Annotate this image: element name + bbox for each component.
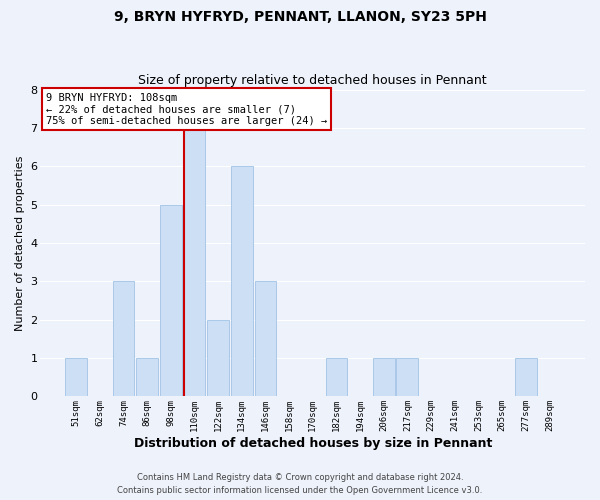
Text: Contains HM Land Registry data © Crown copyright and database right 2024.
Contai: Contains HM Land Registry data © Crown c… — [118, 474, 482, 495]
Bar — [254, 282, 276, 397]
Bar — [65, 358, 87, 397]
Text: 9 BRYN HYFRYD: 108sqm
← 22% of detached houses are smaller (7)
75% of semi-detac: 9 BRYN HYFRYD: 108sqm ← 22% of detached … — [46, 92, 327, 126]
Bar — [184, 128, 205, 396]
Bar — [136, 358, 158, 397]
Bar — [326, 358, 347, 397]
Bar — [207, 320, 229, 396]
Bar — [397, 358, 418, 397]
Bar — [113, 282, 134, 397]
Bar — [515, 358, 536, 397]
Bar — [160, 204, 182, 396]
Bar — [373, 358, 395, 397]
X-axis label: Distribution of detached houses by size in Pennant: Distribution of detached houses by size … — [134, 437, 492, 450]
Title: Size of property relative to detached houses in Pennant: Size of property relative to detached ho… — [139, 74, 487, 87]
Text: 9, BRYN HYFRYD, PENNANT, LLANON, SY23 5PH: 9, BRYN HYFRYD, PENNANT, LLANON, SY23 5P… — [113, 10, 487, 24]
Bar — [231, 166, 253, 396]
Y-axis label: Number of detached properties: Number of detached properties — [15, 156, 25, 330]
